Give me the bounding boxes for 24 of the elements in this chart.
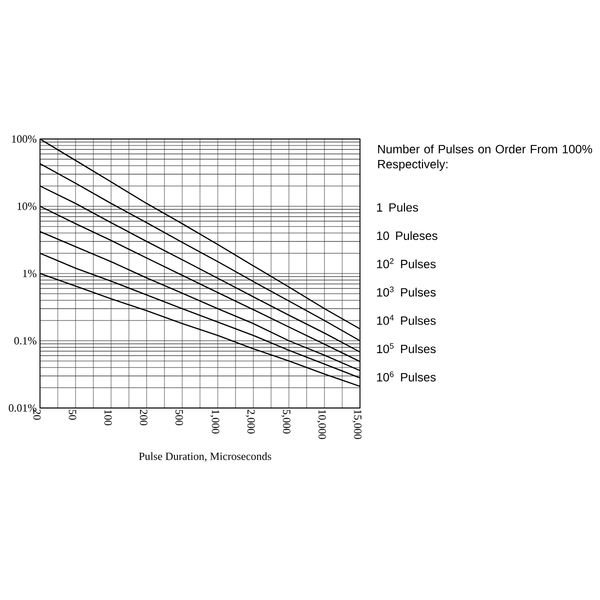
y-tick-label: 1%	[23, 270, 36, 278]
text: 10$^{4}$ Pulses	[377, 314, 436, 325]
legend-title: Number of Pulses on Order From 100% Respectively:	[378, 144, 592, 171]
text: 10$^{3}$ Pulses	[377, 286, 436, 297]
y-tick-label: 0.01%	[8, 404, 36, 412]
x-tick-label: 50	[68, 410, 76, 420]
y-tick-label: 100%	[12, 135, 36, 143]
x-tick-label: 5,000	[281, 410, 290, 434]
x-tick-label: 20	[33, 410, 41, 420]
text: 10$^{5}$ Pulses	[377, 343, 436, 354]
x-tick-label: 2,000	[246, 410, 255, 434]
x-tick-label: 15,000	[352, 410, 362, 440]
x-tick-label: 200	[140, 410, 148, 426]
x-axis-title: Pulse Duration, Microseconds	[138, 452, 272, 462]
x-tick-label: 1,000	[210, 410, 220, 434]
x-tick-label: 10,000	[316, 410, 326, 440]
y-tick-label: 10%	[18, 202, 36, 210]
x-tick-label: 500	[176, 410, 183, 426]
text: 10$^{2}$ Pulses	[377, 258, 436, 268]
series-label: 10$^{6}$ Pulses	[377, 371, 436, 382]
y-tick-label: 0.1%	[14, 337, 36, 344]
x-tick-label: 100	[104, 410, 112, 426]
text: 1 Pules	[377, 202, 418, 212]
text: 10 Puleses	[377, 231, 438, 240]
